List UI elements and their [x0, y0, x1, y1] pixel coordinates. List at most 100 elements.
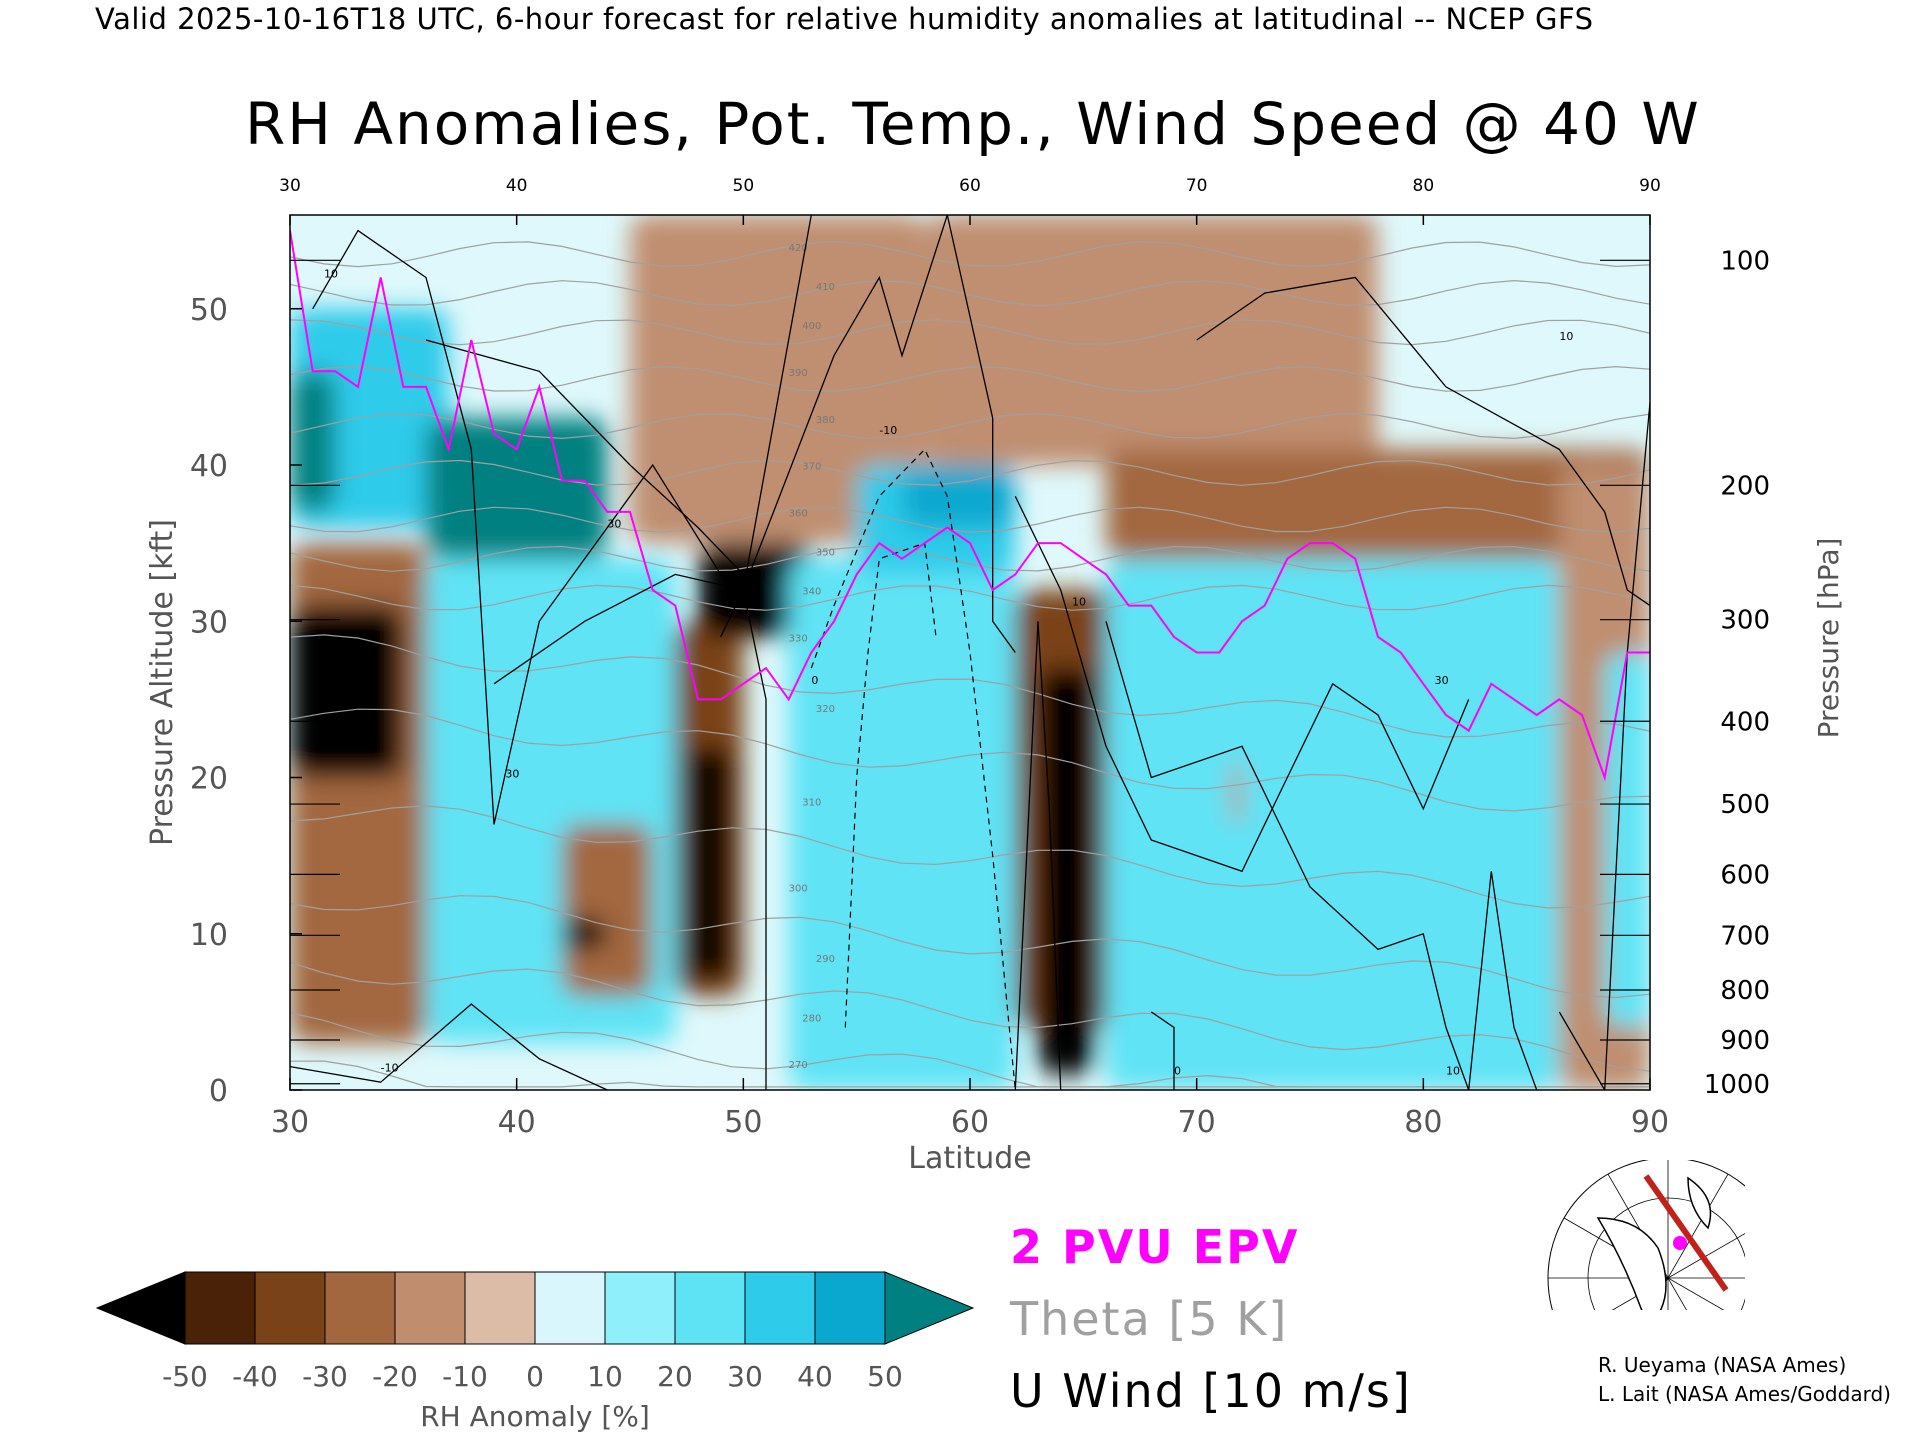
pressure-tick-label: 900 — [1720, 1026, 1770, 1056]
theta-contour-line — [290, 634, 1650, 738]
top-tick-label: 80 — [1413, 176, 1435, 196]
x-tick-label: 40 — [498, 1105, 536, 1140]
x-tick-label: 50 — [724, 1105, 762, 1140]
u-wind-contour-label: -10 — [879, 424, 897, 437]
colorbar-tick-label: 30 — [727, 1360, 763, 1393]
theta-contour-line — [290, 708, 1650, 812]
colorbar-tick-label: 0 — [526, 1360, 544, 1393]
theta-contour-label: 380 — [816, 415, 835, 426]
rh-anomaly-cell — [290, 605, 404, 778]
rh-anomaly-cell — [924, 215, 1378, 465]
theta-contour-label: 290 — [816, 954, 835, 965]
colorbar-left-arrow — [95, 1271, 186, 1345]
top-tick-label: 70 — [1186, 176, 1208, 196]
u-wind-contour-line — [1150, 1011, 1175, 1090]
colorbar-tick-label: 50 — [867, 1360, 903, 1393]
legend-uwind-label: U Wind [10 m/s] — [1010, 1364, 1412, 1418]
pressure-tick-label: 300 — [1720, 606, 1770, 636]
theta-contour-line — [290, 240, 1650, 268]
colorbar-segment — [604, 1271, 676, 1345]
u-wind-contour-line — [1014, 621, 1062, 1090]
theta-contour-line — [290, 459, 1650, 486]
u-wind-contour-line — [425, 339, 744, 575]
theta-contour-label: 370 — [802, 462, 821, 473]
rh-anomaly-cell — [686, 746, 732, 981]
x-tick-label: 60 — [951, 1105, 989, 1140]
theta-contour-line — [290, 805, 1650, 909]
rh-anomaly-cell — [1230, 761, 1242, 825]
theta-contour-label: 300 — [789, 884, 808, 895]
pressure-tick-label: 400 — [1720, 707, 1770, 737]
u-wind-contour-label: 30 — [607, 518, 621, 531]
rh-anomaly-cell — [902, 465, 1016, 528]
top-tick-label: 60 — [959, 176, 981, 196]
epv-2pvu-contour — [290, 230, 1650, 782]
colorbar-right-arrow — [884, 1271, 975, 1345]
theta-contour-line — [290, 279, 1650, 307]
theta-contour-label: 320 — [816, 704, 835, 715]
y-tick-label: 10 — [190, 918, 228, 953]
chart-title: RH Anomalies, Pot. Temp., Wind Speed @ 4… — [245, 90, 1701, 158]
u-wind-negative-contour — [810, 448, 1016, 1090]
colorbar-segment — [534, 1271, 606, 1345]
theta-contour-label: 340 — [802, 587, 821, 598]
theta-contour-label: 270 — [789, 1060, 808, 1071]
rh-anomaly-cell — [562, 918, 608, 950]
rh-anomaly-cell — [1106, 558, 1560, 1090]
theta-contour-label: 310 — [802, 798, 821, 809]
colorbar-tick-label: 40 — [797, 1360, 833, 1393]
inset-map-cross-section-track — [1643, 1174, 1729, 1292]
u-wind-contour-label: 10 — [1446, 1064, 1460, 1077]
u-wind-negative-contour — [844, 542, 937, 1028]
pressure-tick-label: 1000 — [1704, 1070, 1770, 1100]
theta-contour-label: 400 — [802, 321, 821, 332]
u-wind-contour-line — [312, 229, 744, 825]
inset-map — [1547, 1160, 1745, 1310]
theta-contour-line — [290, 365, 1650, 393]
colorbar-segment — [674, 1271, 746, 1345]
rh-anomaly-cell — [788, 558, 1016, 1090]
theta-contour-line — [290, 961, 1650, 1072]
u-wind-contour-label: 10 — [324, 268, 338, 281]
pressure-tick-label: 600 — [1720, 860, 1770, 890]
colorbar-tick-label: -20 — [372, 1360, 418, 1393]
y-tick-label: 50 — [190, 293, 228, 328]
rh-anomaly-cell — [562, 824, 653, 997]
u-wind-contour-label: 0 — [811, 674, 818, 687]
theta-contour-label: 280 — [802, 1013, 821, 1024]
pressure-tick-label: 500 — [1720, 790, 1770, 820]
pressure-axis-label: Pressure [hPa] — [1812, 538, 1845, 739]
rh-anomaly-cell — [426, 418, 608, 559]
theta-contour-label: 330 — [789, 634, 808, 645]
colorbar-segment — [814, 1271, 886, 1345]
theta-contour-line — [290, 895, 1650, 999]
rh-anomaly-cell — [630, 215, 925, 544]
u-wind-contour-label: 10 — [1559, 330, 1573, 343]
x-tick-label: 30 — [271, 1105, 309, 1140]
theta-contour-label: 420 — [789, 243, 808, 254]
theta-contour-label: 360 — [789, 509, 808, 520]
y-tick-label: 20 — [190, 762, 228, 797]
u-wind-contour-line — [1468, 871, 1538, 1090]
colorbar-tick-label: -30 — [302, 1360, 348, 1393]
colorbar: -50 -40 -30 -20 -10 0 10 20 30 40 50 RH Anomaly [%] — [95, 1271, 975, 1433]
theta-contour-label: 390 — [789, 368, 808, 379]
x-tick-label: 70 — [1178, 1105, 1216, 1140]
theta-contour-label: 410 — [816, 282, 835, 293]
inset-map-landmass — [1596, 1217, 1667, 1310]
rh-anomaly-cell — [1604, 652, 1650, 1028]
epv-2pvu-line — [290, 230, 1650, 782]
u-wind-contour-label: 10 — [1072, 596, 1086, 609]
colorbar-tick-label: 10 — [587, 1360, 623, 1393]
u-wind-contour-label: 30 — [1435, 674, 1449, 687]
theta-contour-line — [290, 506, 1650, 533]
u-wind-contour-line — [290, 1003, 608, 1090]
rh-anomaly-cell — [290, 371, 336, 512]
inset-map-meridian — [1611, 1233, 1745, 1310]
y-axis-label: Pressure Altitude [kft] — [145, 519, 180, 846]
colorbar-segment — [184, 1271, 256, 1345]
u-wind-contour-line — [1014, 496, 1470, 873]
colorbar-tick-label: -50 — [162, 1360, 208, 1393]
